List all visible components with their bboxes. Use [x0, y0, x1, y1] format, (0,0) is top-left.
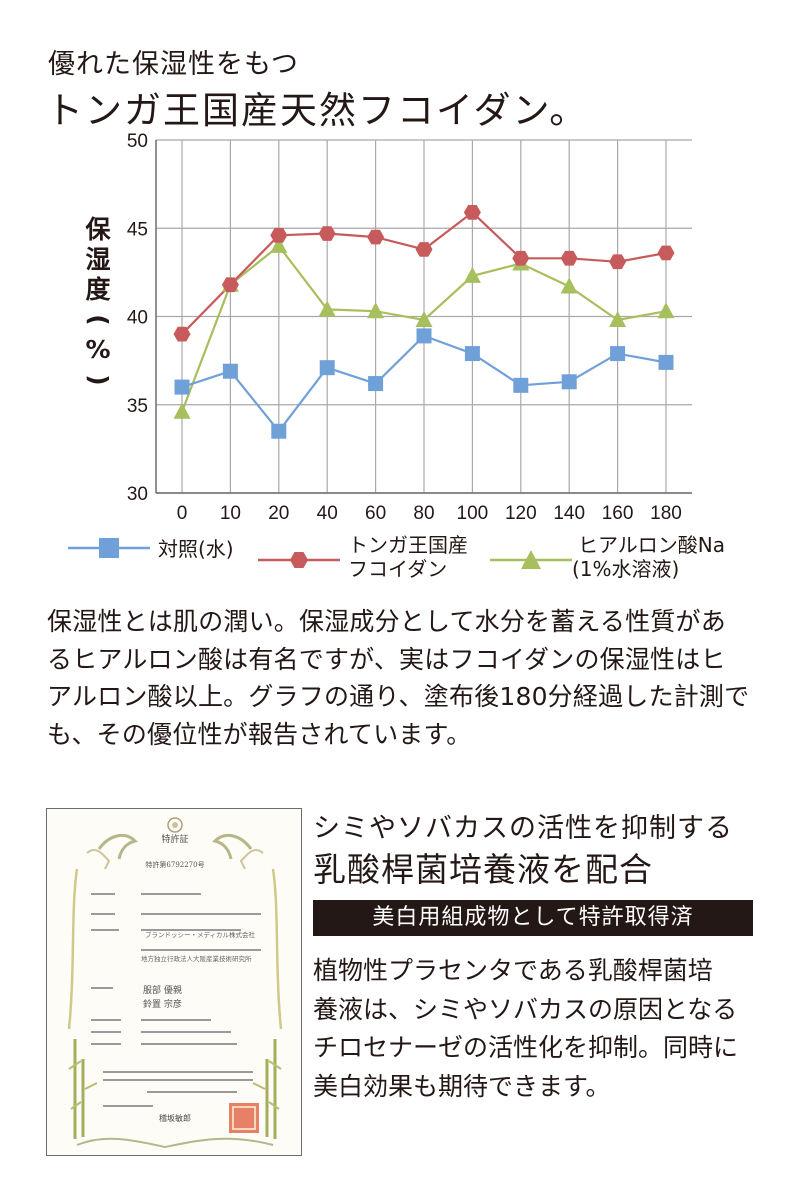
- section-description-line: 養液は、シミやソバカスの原因となる: [313, 994, 738, 1024]
- bamboo-left-icon: [73, 1039, 85, 1139]
- data-point-square: [319, 360, 335, 376]
- legend-label-hyaluronic-line2: (1%水溶液): [572, 557, 680, 581]
- y-axis-label-char: ): [84, 374, 113, 386]
- chrysanthemum-crest-icon: [167, 817, 183, 833]
- data-point-triangle: [463, 266, 481, 283]
- y-axis-label-char: 保: [85, 215, 111, 244]
- data-point-square: [561, 374, 577, 390]
- data-point-hexagon: [415, 242, 433, 257]
- y-axis-label-char: 湿: [85, 245, 111, 274]
- heading-subtitle: 優れた保湿性をもつ: [48, 49, 299, 80]
- certificate-signature: 稽坂敏郎: [159, 1113, 191, 1123]
- legend-item-fucoidan: トンガ王国産 フコイダン: [256, 528, 486, 588]
- chart-axes: 30 35 40 45 50 0 10 20 40 60 80 100 120 140 160 180: [127, 131, 692, 524]
- data-point-hexagon: [367, 229, 385, 245]
- data-point-square: [271, 423, 287, 439]
- data-point-hexagon: [512, 250, 530, 266]
- y-axis-label-char: %: [85, 335, 111, 364]
- certificate-institute: 地方独立行政法人大阪産業技術研究所: [141, 954, 252, 963]
- x-tick-label: 80: [413, 503, 434, 524]
- certificate-number: 特許第6792270号: [145, 860, 204, 869]
- data-point-triangle: [609, 311, 627, 328]
- y-axis-label-char: 度: [85, 275, 111, 304]
- y-axis-label: 保 湿 度 ( % ): [78, 215, 118, 395]
- chart-series: [173, 205, 675, 439]
- section-description-line: 美白効果も期待できます。: [313, 1071, 611, 1101]
- x-tick-label: 140: [553, 503, 585, 524]
- legend-label-hyaluronic-line1: ヒアルロン酸Na: [578, 533, 726, 557]
- data-point-triangle: [318, 300, 336, 317]
- legend-marker-triangle: [490, 550, 572, 569]
- legend-label-control: 対照(水): [158, 537, 234, 561]
- x-tick-label: 10: [220, 503, 241, 524]
- legend-marker-square: [68, 538, 150, 558]
- data-point-hexagon: [609, 254, 627, 270]
- description-paragraph: 保湿性とは肌の潤い。保湿成分として水分を蓄える性質があ るヒアルロン酸は有名です…: [47, 603, 767, 753]
- data-point-square: [416, 328, 432, 344]
- certificate-illustration: 特許証 特許第6792270号 ブランドッシー・メディカル株式会社 地方独立行政…: [67, 817, 283, 1149]
- data-point-hexagon: [657, 245, 675, 261]
- x-tick-label: 60: [365, 503, 386, 524]
- data-point-square: [610, 346, 626, 362]
- section-subtitle: シミやソバカスの活性を抑制する: [313, 813, 733, 844]
- section-description-line: チロセナーゼの活性化を抑制。同時に: [313, 1033, 739, 1062]
- moisture-line-chart: 30 35 40 45 50 0 10 20 40 60 80 100 120 140 160 180: [127, 131, 692, 524]
- x-tick-label: 160: [602, 503, 634, 524]
- patent-certificate-image: 特許証 特許第6792270号 ブランドッシー・メディカル株式会社 地方独立行政…: [46, 808, 302, 1156]
- legend-marker-hexagon: [258, 552, 340, 568]
- data-point-hexagon: [560, 250, 578, 266]
- y-tick-label: 35: [127, 396, 148, 417]
- section-description-line: 植物性プラセンタである乳酸桿菌培: [313, 956, 713, 985]
- description-line: アルロン酸以上。グラフの通り、塗布後180分経過した計測で: [47, 682, 750, 711]
- y-tick-label: 50: [127, 131, 148, 152]
- y-axis-label-char: (: [84, 314, 113, 326]
- certificate-inventor: 服部 優親: [143, 984, 182, 996]
- x-tick-label: 20: [268, 503, 289, 524]
- data-point-square: [368, 376, 384, 392]
- red-seal-icon: [229, 1103, 259, 1133]
- legend-item-control: 対照(水): [66, 528, 256, 588]
- patent-badge: 美白用組成物として特許取得済: [313, 900, 753, 936]
- data-point-triangle: [657, 302, 675, 319]
- y-tick-label: 45: [127, 219, 148, 240]
- data-point-hexagon: [221, 277, 239, 293]
- data-point-triangle: [173, 402, 191, 419]
- x-tick-label: 0: [177, 503, 188, 524]
- data-point-square: [174, 379, 190, 395]
- data-point-hexagon: [270, 227, 288, 243]
- y-tick-label: 30: [127, 484, 148, 505]
- certificate-applicant: ブランドッシー・メディカル株式会社: [145, 930, 256, 939]
- data-point-triangle: [560, 277, 578, 294]
- y-tick-label: 40: [127, 308, 148, 329]
- phoenix-left-icon: [97, 833, 138, 860]
- legend-label-fucoidan-line1: トンガ王国産: [348, 533, 468, 557]
- legend-item-hyaluronic: ヒアルロン酸Na (1%水溶液): [488, 528, 748, 588]
- certificate-title: 特許証: [161, 833, 188, 845]
- data-point-square: [513, 377, 529, 393]
- data-point-square: [222, 363, 238, 379]
- x-tick-label: 120: [505, 503, 537, 524]
- certificate-inventor: 鈴置 宗彦: [143, 998, 182, 1010]
- description-line: 保湿性とは肌の潤い。保湿成分として水分を蓄える性質があ: [47, 607, 726, 636]
- x-tick-label: 180: [650, 503, 682, 524]
- legend-label-fucoidan-line2: フコイダン: [348, 557, 448, 581]
- data-point-square: [658, 354, 674, 370]
- x-tick-label: 100: [457, 503, 489, 524]
- description-line: も、その優位性が報告されています。: [47, 719, 472, 749]
- data-point-triangle: [367, 302, 385, 319]
- data-point-hexagon: [463, 205, 481, 220]
- phoenix-right-icon: [212, 833, 253, 860]
- description-line: るヒアルロン酸は有名ですが、実はフコイダンの保湿性はヒ: [47, 644, 726, 674]
- x-tick-label: 40: [317, 503, 338, 524]
- data-point-triangle: [415, 311, 433, 328]
- section-description: 植物性プラセンタである乳酸桿菌培 養液は、シミやソバカスの原因となる チロセナー…: [313, 952, 773, 1106]
- data-point-square: [464, 346, 480, 362]
- data-point-hexagon: [173, 326, 191, 342]
- heading-title: トンガ王国産天然フコイダン。: [46, 89, 589, 132]
- data-point-hexagon: [318, 226, 336, 241]
- section-title: 乳酸桿菌培養液を配合: [313, 850, 653, 889]
- data-point-triangle: [270, 236, 288, 253]
- bamboo-right-icon: [265, 1039, 277, 1139]
